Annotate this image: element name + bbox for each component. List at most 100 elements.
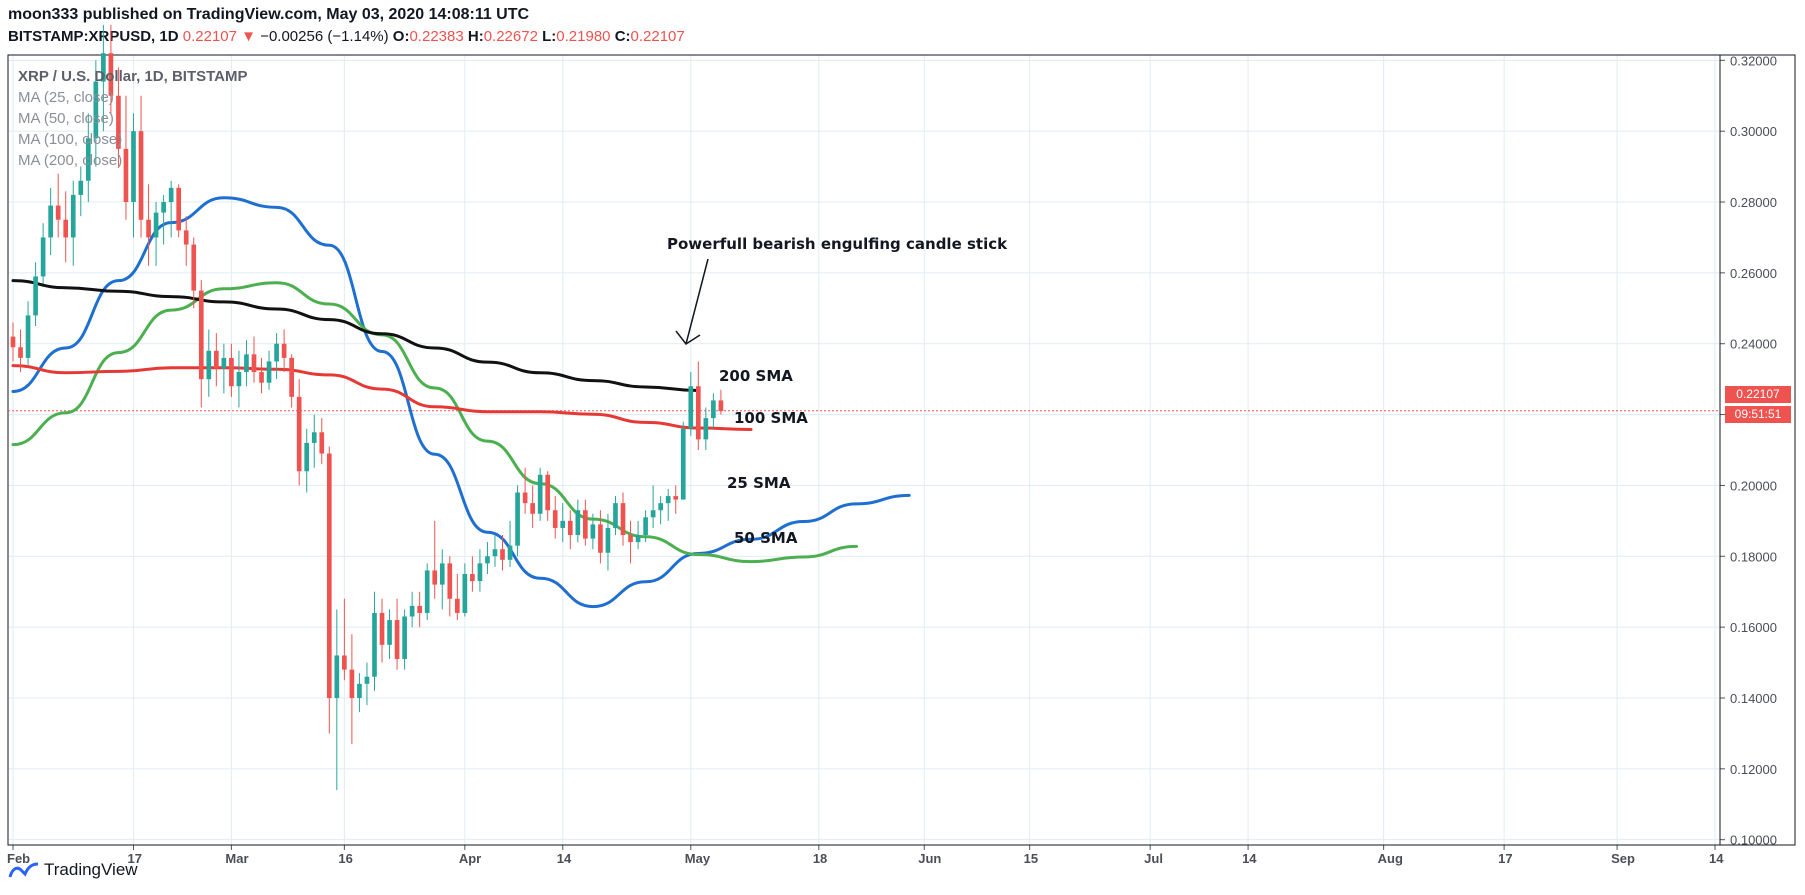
x-tick-label: May [685, 851, 711, 866]
candle-body [379, 612, 385, 645]
candle-body [665, 496, 671, 504]
candle-body [259, 372, 264, 383]
candle-body [567, 520, 573, 536]
x-tick-label: Aug [1378, 851, 1403, 866]
candle-body [673, 496, 679, 500]
x-tick-label: Apr [459, 851, 481, 866]
y-tick-label: 0.10000 [1730, 833, 1777, 848]
legend-ma100[interactable]: MA (100, close) [18, 131, 123, 148]
annotation-arrowhead [675, 330, 701, 346]
candle-body [221, 357, 227, 369]
candle-body [613, 503, 618, 528]
candle-body [319, 432, 325, 454]
candle-body [191, 244, 197, 291]
candle-body [138, 131, 144, 220]
candle-body [628, 535, 633, 543]
candle-body [545, 474, 551, 511]
y-tick-label: 0.18000 [1730, 549, 1777, 564]
candle-body [515, 492, 520, 546]
candle-body [372, 612, 377, 677]
candle-body [500, 549, 505, 560]
candle-body [311, 432, 317, 443]
candle-body [85, 138, 91, 181]
candle-body [695, 386, 701, 440]
candle-body [206, 350, 212, 380]
low-label: L: [542, 28, 557, 45]
x-tick-label: 16 [338, 851, 352, 866]
candle-body [643, 517, 648, 536]
legend-ma25[interactable]: MA (25, close) [18, 89, 114, 106]
close-value: 0.22107 [630, 28, 685, 45]
x-tick-label: 14 [1709, 851, 1724, 866]
candle-body [10, 336, 16, 348]
candle-body [55, 205, 61, 220]
ma-series-ma-200-close- [11, 279, 700, 392]
author: moon333 published on TradingView.com, Ma… [8, 6, 530, 23]
tradingview-icon [8, 862, 39, 878]
candle-body [718, 400, 724, 412]
candle-body [78, 180, 84, 195]
candle-body [507, 545, 513, 560]
candle-body [349, 669, 355, 698]
high-value: 0.22672 [483, 28, 538, 45]
footer-brand: TradingView [44, 860, 138, 879]
candle-body [470, 573, 475, 582]
candle-body [70, 194, 76, 238]
x-tick-label: Jul [1144, 851, 1163, 866]
legend-ma50[interactable]: MA (50, close) [18, 110, 114, 127]
candle-body [93, 81, 99, 139]
candle-body [680, 428, 686, 500]
candle-body [63, 219, 69, 238]
tradingview-logo[interactable]: TradingView [8, 860, 138, 880]
y-tick-label: 0.32000 [1730, 53, 1777, 68]
candle-body [650, 510, 656, 518]
symbol-label: BITSTAMP:XRPUSD, 1D [8, 28, 179, 45]
ohlc-line: BITSTAMP:XRPUSD, 1D 0.22107 ▼ −0.00256 (… [8, 28, 685, 45]
candle-body [153, 212, 159, 238]
candle-body [266, 361, 272, 383]
candle-body [296, 396, 302, 472]
candle-body [364, 676, 370, 684]
annotation-engulfing: Powerfull bearish engulfing candle stick [667, 235, 1008, 253]
candle-body [492, 549, 498, 557]
low-value: 0.21980 [556, 28, 611, 45]
candle-body [48, 205, 53, 238]
chart-legend: XRP / U.S. Dollar, 1D, BITSTAMP MA (25, … [18, 66, 248, 171]
candle-body [244, 354, 249, 373]
candle-body [485, 556, 490, 564]
candle-body [447, 563, 453, 599]
x-tick-label: Mar [225, 851, 248, 866]
chart-frame [7, 54, 1796, 846]
candle-body [688, 386, 694, 429]
candle-body [357, 683, 362, 698]
annotation-25-sma: 25 SMA [727, 474, 791, 492]
candle-body [590, 524, 596, 539]
candle-body [281, 343, 287, 358]
candle-body [198, 290, 204, 380]
publish-info: moon333 published on TradingView.com, Ma… [8, 6, 529, 24]
candle-body [462, 573, 468, 613]
x-tick-label: 18 [813, 851, 827, 866]
candle-body [620, 503, 626, 536]
candle-body [101, 53, 106, 82]
annotation-200-sma: 200 SMA [719, 367, 793, 385]
annotation-arrow [685, 258, 709, 345]
candle-body [146, 219, 151, 238]
y-tick-label: 0.20000 [1730, 478, 1777, 493]
candle-body [123, 148, 129, 203]
candle-body [439, 563, 445, 585]
legend-ma200[interactable]: MA (200, close) [18, 152, 123, 169]
x-tick-label: Jun [918, 851, 941, 866]
candle-body [108, 53, 114, 96]
y-tick-label: 0.28000 [1730, 195, 1777, 210]
candle-body [417, 605, 423, 613]
candle-body [214, 350, 219, 369]
candle-body [477, 563, 483, 582]
candle-body [304, 442, 310, 472]
y-tick-label: 0.16000 [1730, 620, 1777, 635]
candle-body [176, 187, 182, 231]
close-label: C: [614, 28, 631, 45]
candle-body [432, 570, 438, 585]
candle-body [168, 187, 174, 203]
